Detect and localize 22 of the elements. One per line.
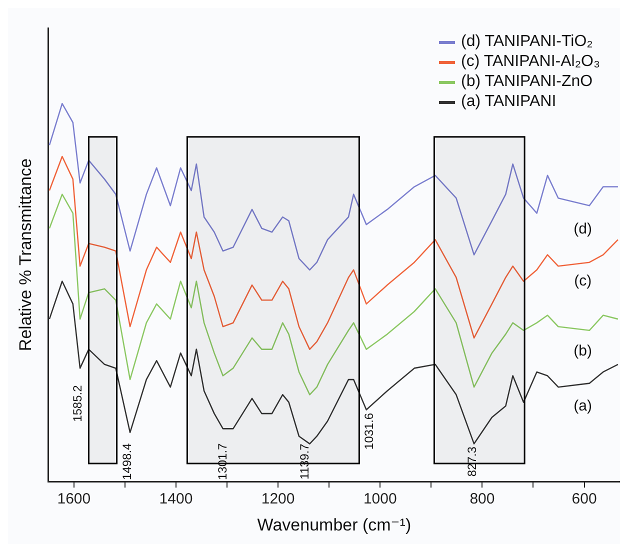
annotation: 1139.7 [297, 443, 312, 480]
x-tick-label: 1400 [159, 490, 193, 508]
y-axis-title: Relative % Transmittance [16, 158, 35, 352]
x-tick-label: 600 [572, 490, 597, 508]
x-tick-label: 1200 [261, 490, 295, 508]
x-axis-title: Wavenumber (cm⁻¹) [257, 515, 412, 534]
legend-label: (a) TANIPANI [461, 92, 556, 112]
annotation: 1498.4 [120, 442, 134, 480]
x-tick-label: 800 [470, 490, 495, 508]
annotation: (a) [574, 397, 592, 414]
annotation: 1301.7 [216, 442, 230, 480]
legend-label: (b) TANIPANI-ZnO [461, 72, 593, 92]
legend-label: (c) TANIPANI-Al₂O₃ [461, 52, 600, 72]
annotation: 827.3 [464, 446, 479, 477]
annotation: (d) [574, 220, 592, 238]
annotation: (c) [574, 272, 592, 290]
annotation: (b) [574, 342, 592, 360]
x-tick-label: 1000 [363, 490, 397, 508]
legend-label: (d) TANIPANI-TiO₂ [461, 32, 593, 52]
annotation: 1031.6 [362, 412, 376, 450]
x-tick-label: 1600 [57, 490, 91, 508]
annotation: 1585.2 [70, 384, 84, 422]
